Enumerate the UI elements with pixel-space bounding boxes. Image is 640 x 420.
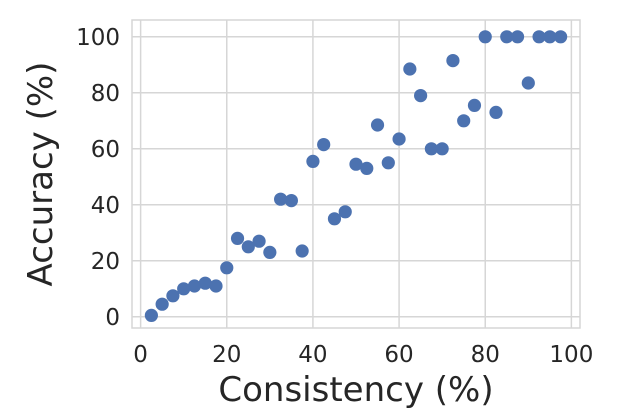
data-point-16 [317, 138, 331, 152]
data-point-10 [252, 234, 266, 248]
data-point-14 [295, 244, 309, 258]
data-point-29 [457, 114, 471, 128]
data-points [144, 30, 568, 322]
data-point-34 [510, 30, 525, 44]
y-tick-label-0: 0 [105, 305, 120, 331]
data-point-6 [209, 279, 223, 293]
data-point-19 [349, 157, 363, 171]
x-tick-label-1: 20 [212, 342, 241, 368]
data-point-18 [338, 205, 352, 219]
x-tick-label-2: 40 [298, 342, 327, 368]
data-point-31 [478, 30, 492, 44]
data-point-11 [263, 245, 277, 259]
y-axis-label: Accuracy (%) [21, 62, 61, 287]
data-point-15 [306, 154, 320, 168]
data-point-0 [144, 308, 158, 322]
data-point-28 [446, 54, 460, 68]
data-point-27 [435, 142, 449, 156]
y-tick-label-3: 60 [91, 137, 120, 163]
data-point-17 [327, 212, 342, 226]
data-point-25 [414, 89, 428, 103]
plot-area [131, 19, 581, 329]
x-tick-labels: 0 20 40 60 80 100 [133, 342, 593, 368]
data-point-37 [543, 30, 557, 44]
data-point-4 [187, 279, 202, 293]
data-point-32 [489, 105, 503, 119]
data-point-22 [381, 156, 395, 170]
data-point-36 [532, 30, 546, 44]
data-point-12 [274, 192, 288, 206]
data-point-33 [500, 30, 514, 44]
data-point-24 [403, 62, 417, 76]
data-point-26 [424, 142, 438, 156]
grid-lines [132, 20, 580, 328]
x-tick-label-4: 80 [471, 342, 500, 368]
data-point-5 [198, 276, 212, 290]
data-point-13 [284, 194, 298, 208]
data-point-38 [554, 30, 568, 44]
data-point-23 [392, 132, 406, 146]
x-axis-label: Consistency (%) [218, 370, 493, 410]
data-point-30 [467, 98, 482, 112]
data-point-20 [360, 161, 374, 175]
y-tick-label-1: 20 [91, 249, 120, 275]
y-tick-label-4: 80 [91, 81, 120, 107]
data-point-21 [370, 118, 385, 132]
data-point-3 [177, 282, 191, 296]
y-tick-label-5: 100 [76, 25, 120, 51]
data-point-2 [166, 289, 180, 303]
data-point-7 [220, 261, 234, 275]
x-tick-label-3: 60 [384, 342, 413, 368]
x-tick-label-0: 0 [133, 342, 148, 368]
x-tick-label-5: 100 [549, 342, 593, 368]
y-tick-labels: 0 20 40 60 80 100 [76, 25, 120, 331]
data-point-9 [241, 240, 255, 254]
data-point-35 [521, 76, 535, 90]
y-tick-label-2: 40 [91, 193, 120, 219]
data-point-1 [155, 297, 169, 311]
data-point-8 [230, 231, 245, 245]
